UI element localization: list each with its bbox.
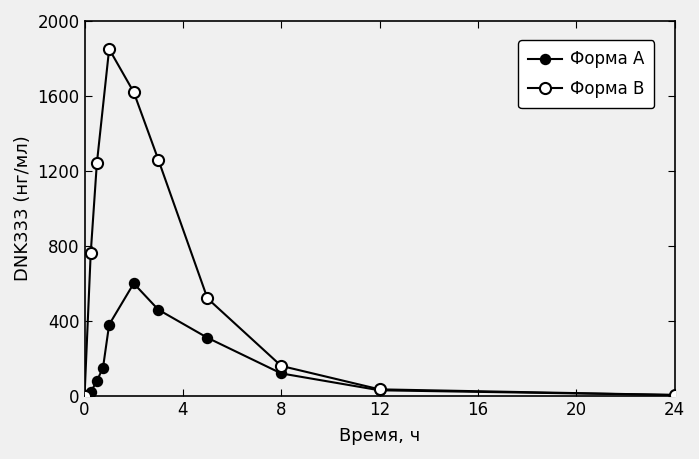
Line: Форма A: Форма A xyxy=(80,279,679,401)
Форма B xyxy=(87,251,95,256)
Форма A xyxy=(375,387,384,393)
Форма A xyxy=(105,322,113,327)
X-axis label: Время, ч: Время, ч xyxy=(339,427,420,445)
Форма B xyxy=(670,392,679,398)
Line: Форма B: Форма B xyxy=(79,44,680,402)
Форма A xyxy=(670,392,679,398)
Форма A xyxy=(93,378,101,384)
Форма B xyxy=(80,393,89,399)
Форма A xyxy=(154,307,162,313)
Форма B xyxy=(203,296,212,301)
Y-axis label: DNK333 (нг/мл): DNK333 (нг/мл) xyxy=(14,135,32,281)
Форма A xyxy=(87,389,95,395)
Форма A xyxy=(99,365,107,370)
Legend: Форма A, Форма B: Форма A, Форма B xyxy=(519,40,654,108)
Форма B xyxy=(154,157,162,162)
Форма A xyxy=(277,371,285,376)
Форма B xyxy=(277,363,285,369)
Форма B xyxy=(129,90,138,95)
Форма B xyxy=(105,46,113,52)
Форма A xyxy=(203,335,212,341)
Форма A xyxy=(129,280,138,286)
Форма B xyxy=(375,386,384,392)
Форма B xyxy=(93,161,101,166)
Форма A xyxy=(80,393,89,399)
